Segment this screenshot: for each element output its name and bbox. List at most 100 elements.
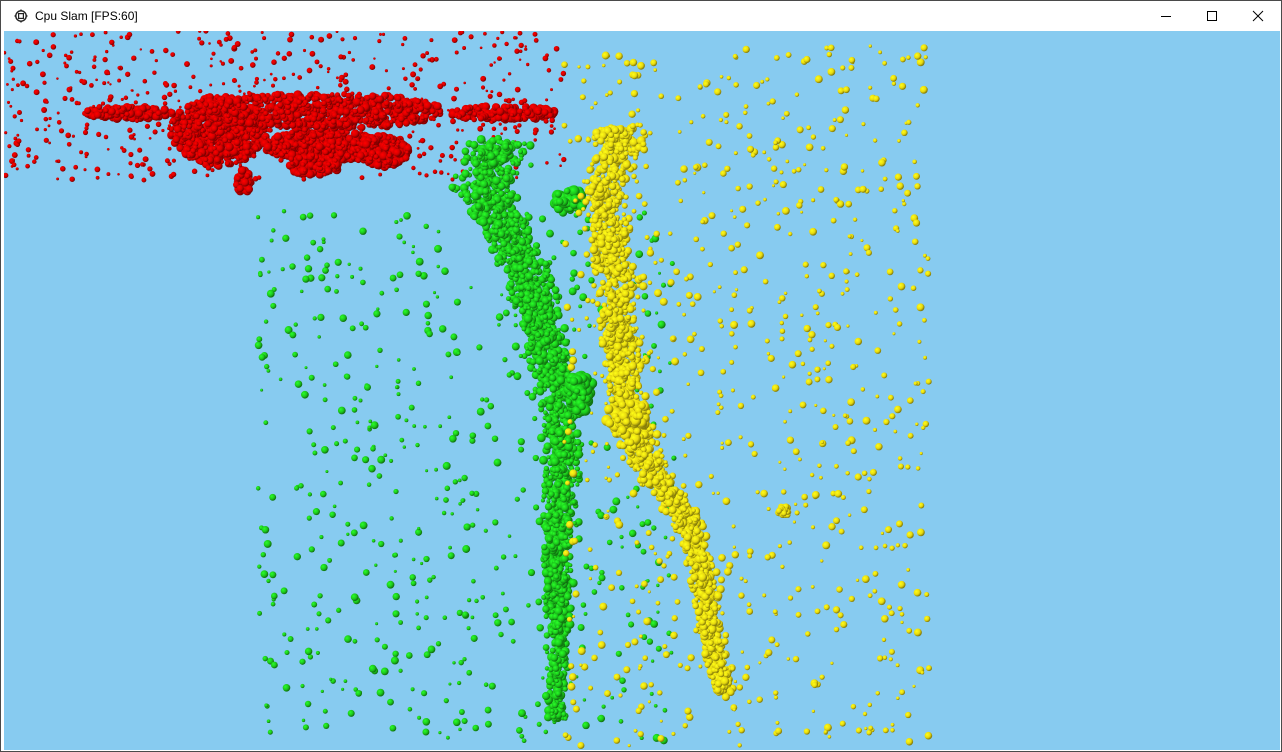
red-point	[507, 72, 512, 76]
red-point	[62, 95, 68, 101]
red-point	[273, 111, 279, 117]
red-point	[263, 78, 266, 82]
red-point	[33, 39, 40, 46]
red-point	[121, 107, 126, 112]
red-point	[432, 169, 438, 175]
red-point	[238, 163, 243, 168]
red-point	[102, 56, 108, 63]
red-point	[326, 98, 331, 103]
red-point	[89, 83, 94, 88]
red-point	[71, 134, 75, 138]
red-point-cloud-airplane	[4, 31, 567, 196]
red-point	[524, 47, 528, 51]
red-point	[553, 45, 560, 52]
red-point	[199, 97, 205, 103]
red-point	[312, 108, 318, 113]
red-point	[320, 157, 326, 163]
red-point	[429, 108, 436, 115]
red-point	[492, 43, 497, 48]
red-point	[256, 175, 262, 180]
red-point	[200, 109, 206, 115]
red-point	[344, 86, 350, 93]
red-point	[463, 81, 467, 85]
red-point	[453, 158, 457, 162]
close-button[interactable]	[1235, 1, 1281, 31]
red-point	[298, 133, 303, 137]
red-point	[364, 117, 370, 123]
red-point	[439, 170, 444, 175]
red-point	[268, 107, 272, 111]
red-point	[348, 104, 354, 110]
red-point	[381, 32, 386, 36]
red-point	[393, 112, 399, 118]
red-point	[155, 110, 162, 117]
red-point	[126, 31, 133, 38]
red-point	[188, 113, 192, 117]
red-point	[286, 50, 293, 57]
red-point	[242, 133, 251, 141]
red-point	[263, 110, 269, 116]
red-point	[450, 118, 456, 125]
red-point	[263, 142, 273, 152]
red-point	[147, 166, 153, 172]
red-point	[225, 142, 234, 152]
red-point	[25, 147, 32, 153]
red-point	[546, 68, 552, 73]
red-point	[514, 48, 520, 54]
red-point	[350, 111, 354, 116]
red-point	[239, 130, 245, 136]
red-point	[250, 50, 254, 54]
title-bar[interactable]: Cpu Slam [FPS:60]	[1, 1, 1281, 31]
red-point	[127, 106, 131, 111]
red-point	[125, 71, 131, 77]
red-point	[517, 123, 522, 128]
red-point	[376, 94, 379, 97]
red-point	[102, 81, 107, 86]
red-point	[505, 104, 511, 110]
red-point	[407, 133, 413, 139]
red-point	[409, 82, 415, 88]
red-point	[421, 151, 427, 157]
red-point	[208, 42, 211, 45]
red-point	[7, 144, 12, 149]
red-point	[216, 141, 221, 146]
red-point	[134, 162, 141, 169]
minimize-button[interactable]	[1143, 1, 1189, 31]
red-point	[509, 113, 515, 118]
red-point	[316, 160, 323, 168]
red-point	[225, 161, 230, 167]
red-point	[282, 150, 287, 155]
red-point	[351, 58, 356, 62]
red-point	[177, 99, 181, 103]
red-point	[432, 117, 436, 122]
red-point	[203, 157, 209, 163]
gear-window-icon	[13, 8, 29, 24]
point-cloud-scene[interactable]	[4, 31, 1280, 750]
red-point	[226, 132, 235, 141]
red-point	[376, 95, 384, 104]
red-point	[338, 146, 343, 151]
red-point	[489, 63, 494, 67]
red-point	[191, 74, 196, 79]
red-point	[120, 97, 124, 101]
red-point	[26, 60, 33, 67]
red-point	[410, 71, 417, 78]
red-point	[216, 127, 225, 137]
red-point	[404, 144, 412, 153]
red-point	[89, 32, 95, 38]
red-point	[187, 141, 193, 147]
red-point	[513, 125, 518, 130]
red-point	[144, 123, 150, 129]
red-point	[95, 78, 98, 82]
red-point	[33, 155, 39, 160]
red-point	[176, 144, 185, 153]
3d-viewport[interactable]	[4, 31, 1280, 750]
red-point	[12, 158, 15, 162]
red-point	[418, 105, 425, 112]
red-point	[384, 140, 389, 145]
red-point	[4, 131, 8, 135]
green-point	[493, 248, 499, 253]
red-point	[343, 120, 351, 128]
red-point	[163, 82, 170, 88]
maximize-button[interactable]	[1189, 1, 1235, 31]
